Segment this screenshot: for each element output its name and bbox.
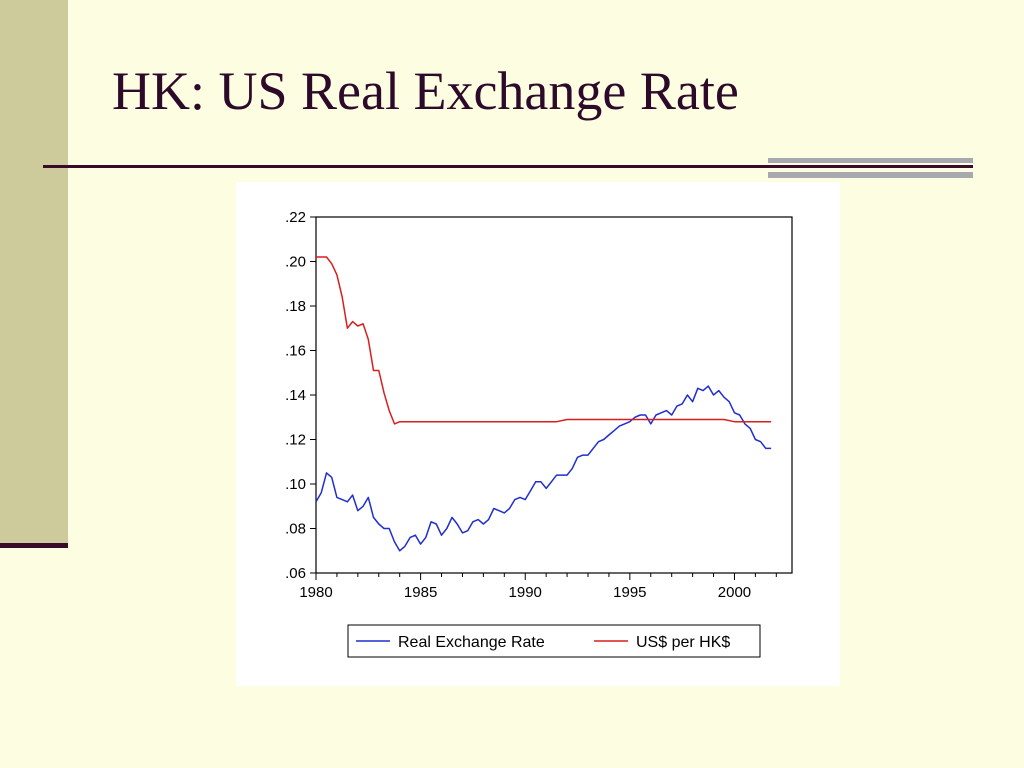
legend-box (347, 624, 761, 658)
plot-frame (315, 216, 793, 574)
y-tick-label: .08 (285, 521, 306, 538)
series-lines (315, 256, 772, 552)
grey-accent-stripe-bottom (768, 172, 973, 178)
exchange-rate-line-chart: .06 .08 .10 .12 .14 .16 .18 .20 .22 1980 1985 1990… (285, 209, 793, 658)
y-tick-label: .18 (285, 298, 306, 315)
y-tick-label: .20 (285, 254, 306, 271)
slide-title: HK: US Real Exchange Rate (112, 61, 739, 121)
x-tick-label: 1990 (509, 584, 542, 601)
y-axis: .06 .08 .10 .12 .14 .16 .18 .20 .22 (285, 209, 316, 582)
y-tick-label: .22 (285, 209, 306, 226)
chart-panel: .06 .08 .10 .12 .14 .16 .18 .20 .22 1980 1985 1990… (236, 182, 840, 686)
y-tick-label: .10 (285, 476, 306, 493)
left-accent-bar-foot (0, 543, 68, 548)
x-axis: 1980 1985 1990 1995 2000 (299, 573, 777, 601)
x-tick-label: 1995 (613, 584, 646, 601)
y-tick-label: .12 (285, 432, 306, 449)
y-tick-label: .14 (285, 387, 306, 404)
legend: Real Exchange Rate US$ per HK$ (347, 624, 761, 658)
x-tick-label: 2000 (718, 584, 751, 601)
legend-label-real-exchange-rate: Real Exchange Rate (398, 634, 545, 651)
left-accent-bar (0, 0, 68, 546)
x-tick-label: 1980 (299, 584, 332, 601)
title-divider (43, 165, 973, 168)
y-tick-label: .16 (285, 343, 306, 360)
legend-label-usd-per-hkd: US$ per HK$ (636, 634, 730, 651)
grey-accent-stripe-top (768, 158, 973, 163)
series-line-real-exchange-rate (315, 385, 772, 552)
y-tick-label: .06 (285, 565, 306, 582)
series-line-usd-per-hkd (316, 256, 772, 425)
x-tick-label: 1985 (404, 584, 437, 601)
